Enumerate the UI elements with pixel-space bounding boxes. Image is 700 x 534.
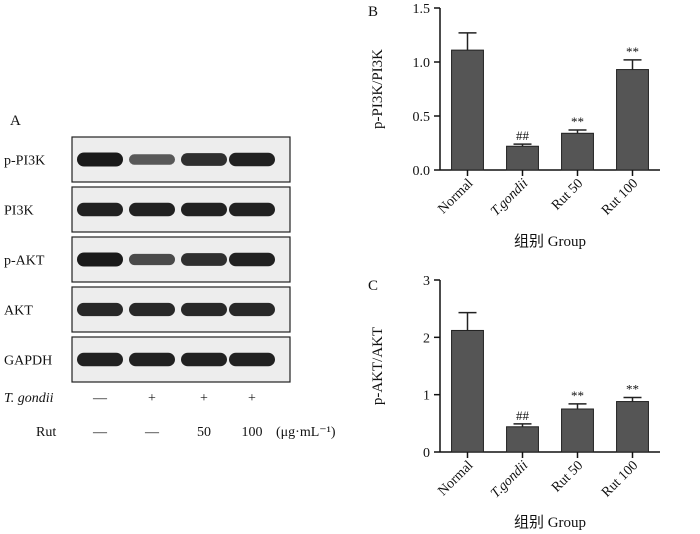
western-blot-panel: A p-PI3K PI3K p-AKT AKT GAPDH T. gondii — + + + R… xyxy=(4,113,336,440)
bar xyxy=(506,426,539,453)
x-axis-label: 组别 Group xyxy=(514,514,586,531)
x-tick-label: T.gondii xyxy=(488,458,531,501)
condition-value: — xyxy=(92,425,108,440)
condition-label: T. gondii xyxy=(4,391,54,406)
x-tick-label: Normal xyxy=(435,176,476,217)
blot-row: p-AKT xyxy=(4,236,291,283)
chart-panel-letter: B xyxy=(368,4,378,20)
blot-row: AKT xyxy=(4,286,291,333)
x-tick-label: Rut 100 xyxy=(599,458,641,500)
blot-condition-row: T. gondii — + + + xyxy=(4,391,256,406)
y-tick-label: 0.5 xyxy=(413,110,431,125)
blot-band xyxy=(77,252,123,267)
y-tick-label: 2 xyxy=(423,331,430,346)
y-axis-label: p-AKT/AKT xyxy=(370,327,386,405)
significance-mark: ## xyxy=(516,128,530,143)
bar xyxy=(616,401,649,453)
blot-band xyxy=(129,253,175,266)
blot-band xyxy=(229,252,275,267)
condition-value: + xyxy=(148,391,156,406)
blot-row: p-PI3K xyxy=(4,136,291,183)
condition-value: + xyxy=(200,391,208,406)
chart-c: C 0 1 2 3 p-AKT/AKT Normal ## T.gondii ** Rut 50 **… xyxy=(368,274,660,531)
blot-band xyxy=(181,202,227,217)
condition-label: Rut xyxy=(36,425,56,440)
blot-row-label: PI3K xyxy=(4,204,34,219)
blot-panel-letter: A xyxy=(10,113,21,129)
blot-band xyxy=(77,152,123,167)
chart-b: B 0.0 0.5 1.0 1.5 p-PI3K/PI3K Normal ## T.gondii… xyxy=(368,2,660,250)
significance-mark: ** xyxy=(571,114,584,129)
x-axis-label: 组别 Group xyxy=(514,233,586,250)
blot-band xyxy=(229,302,275,317)
blot-band xyxy=(77,302,123,317)
blot-band xyxy=(229,152,275,167)
y-tick-label: 1.5 xyxy=(413,2,431,17)
y-tick-label: 3 xyxy=(423,274,430,289)
blot-band xyxy=(129,352,175,367)
condition-value: — xyxy=(92,391,108,406)
x-tick-label: Rut 50 xyxy=(549,458,586,495)
bar xyxy=(616,69,649,171)
blot-band xyxy=(129,302,175,317)
significance-mark: ** xyxy=(626,382,639,397)
blot-row: GAPDH xyxy=(4,336,291,383)
significance-mark: ## xyxy=(516,408,530,423)
x-tick-label: Rut 100 xyxy=(599,176,641,218)
condition-value: — xyxy=(144,425,160,440)
chart-panel-letter: C xyxy=(368,278,378,294)
condition-unit: (μg·mL⁻¹) xyxy=(276,425,336,440)
y-tick-label: 0 xyxy=(423,446,430,461)
blot-band xyxy=(181,253,227,266)
blot-band xyxy=(129,154,175,165)
blot-band xyxy=(77,202,123,217)
x-tick-label: Normal xyxy=(435,458,476,499)
blot-band xyxy=(229,352,275,367)
y-tick-label: 0.0 xyxy=(413,164,431,179)
significance-mark: ** xyxy=(626,44,639,59)
blot-band xyxy=(129,202,175,217)
blot-row-label: AKT xyxy=(4,304,33,319)
blot-condition-row: Rut — — 50 100 (μg·mL⁻¹) xyxy=(36,425,336,440)
blot-row-label: p-PI3K xyxy=(4,154,45,169)
x-tick-label: T.gondii xyxy=(488,176,531,219)
condition-value: + xyxy=(248,391,256,406)
bar xyxy=(561,132,594,171)
x-tick-label: Rut 50 xyxy=(549,176,586,213)
bar xyxy=(561,408,594,453)
blot-band xyxy=(181,352,227,367)
y-axis-label: p-PI3K/PI3K xyxy=(370,49,386,129)
blot-band xyxy=(229,202,275,217)
blot-band xyxy=(181,153,227,166)
blot-band xyxy=(181,302,227,317)
y-tick-label: 1 xyxy=(423,389,430,404)
condition-value: 100 xyxy=(242,425,263,440)
blot-band xyxy=(77,352,123,367)
blot-row-label: p-AKT xyxy=(4,254,45,269)
blot-row: PI3K xyxy=(4,186,291,233)
y-tick-label: 1.0 xyxy=(413,56,431,71)
blot-row-label: GAPDH xyxy=(4,354,52,369)
bar xyxy=(506,145,539,171)
condition-value: 50 xyxy=(197,425,211,440)
bar xyxy=(451,49,484,171)
bar xyxy=(451,329,484,453)
significance-mark: ** xyxy=(571,388,584,403)
